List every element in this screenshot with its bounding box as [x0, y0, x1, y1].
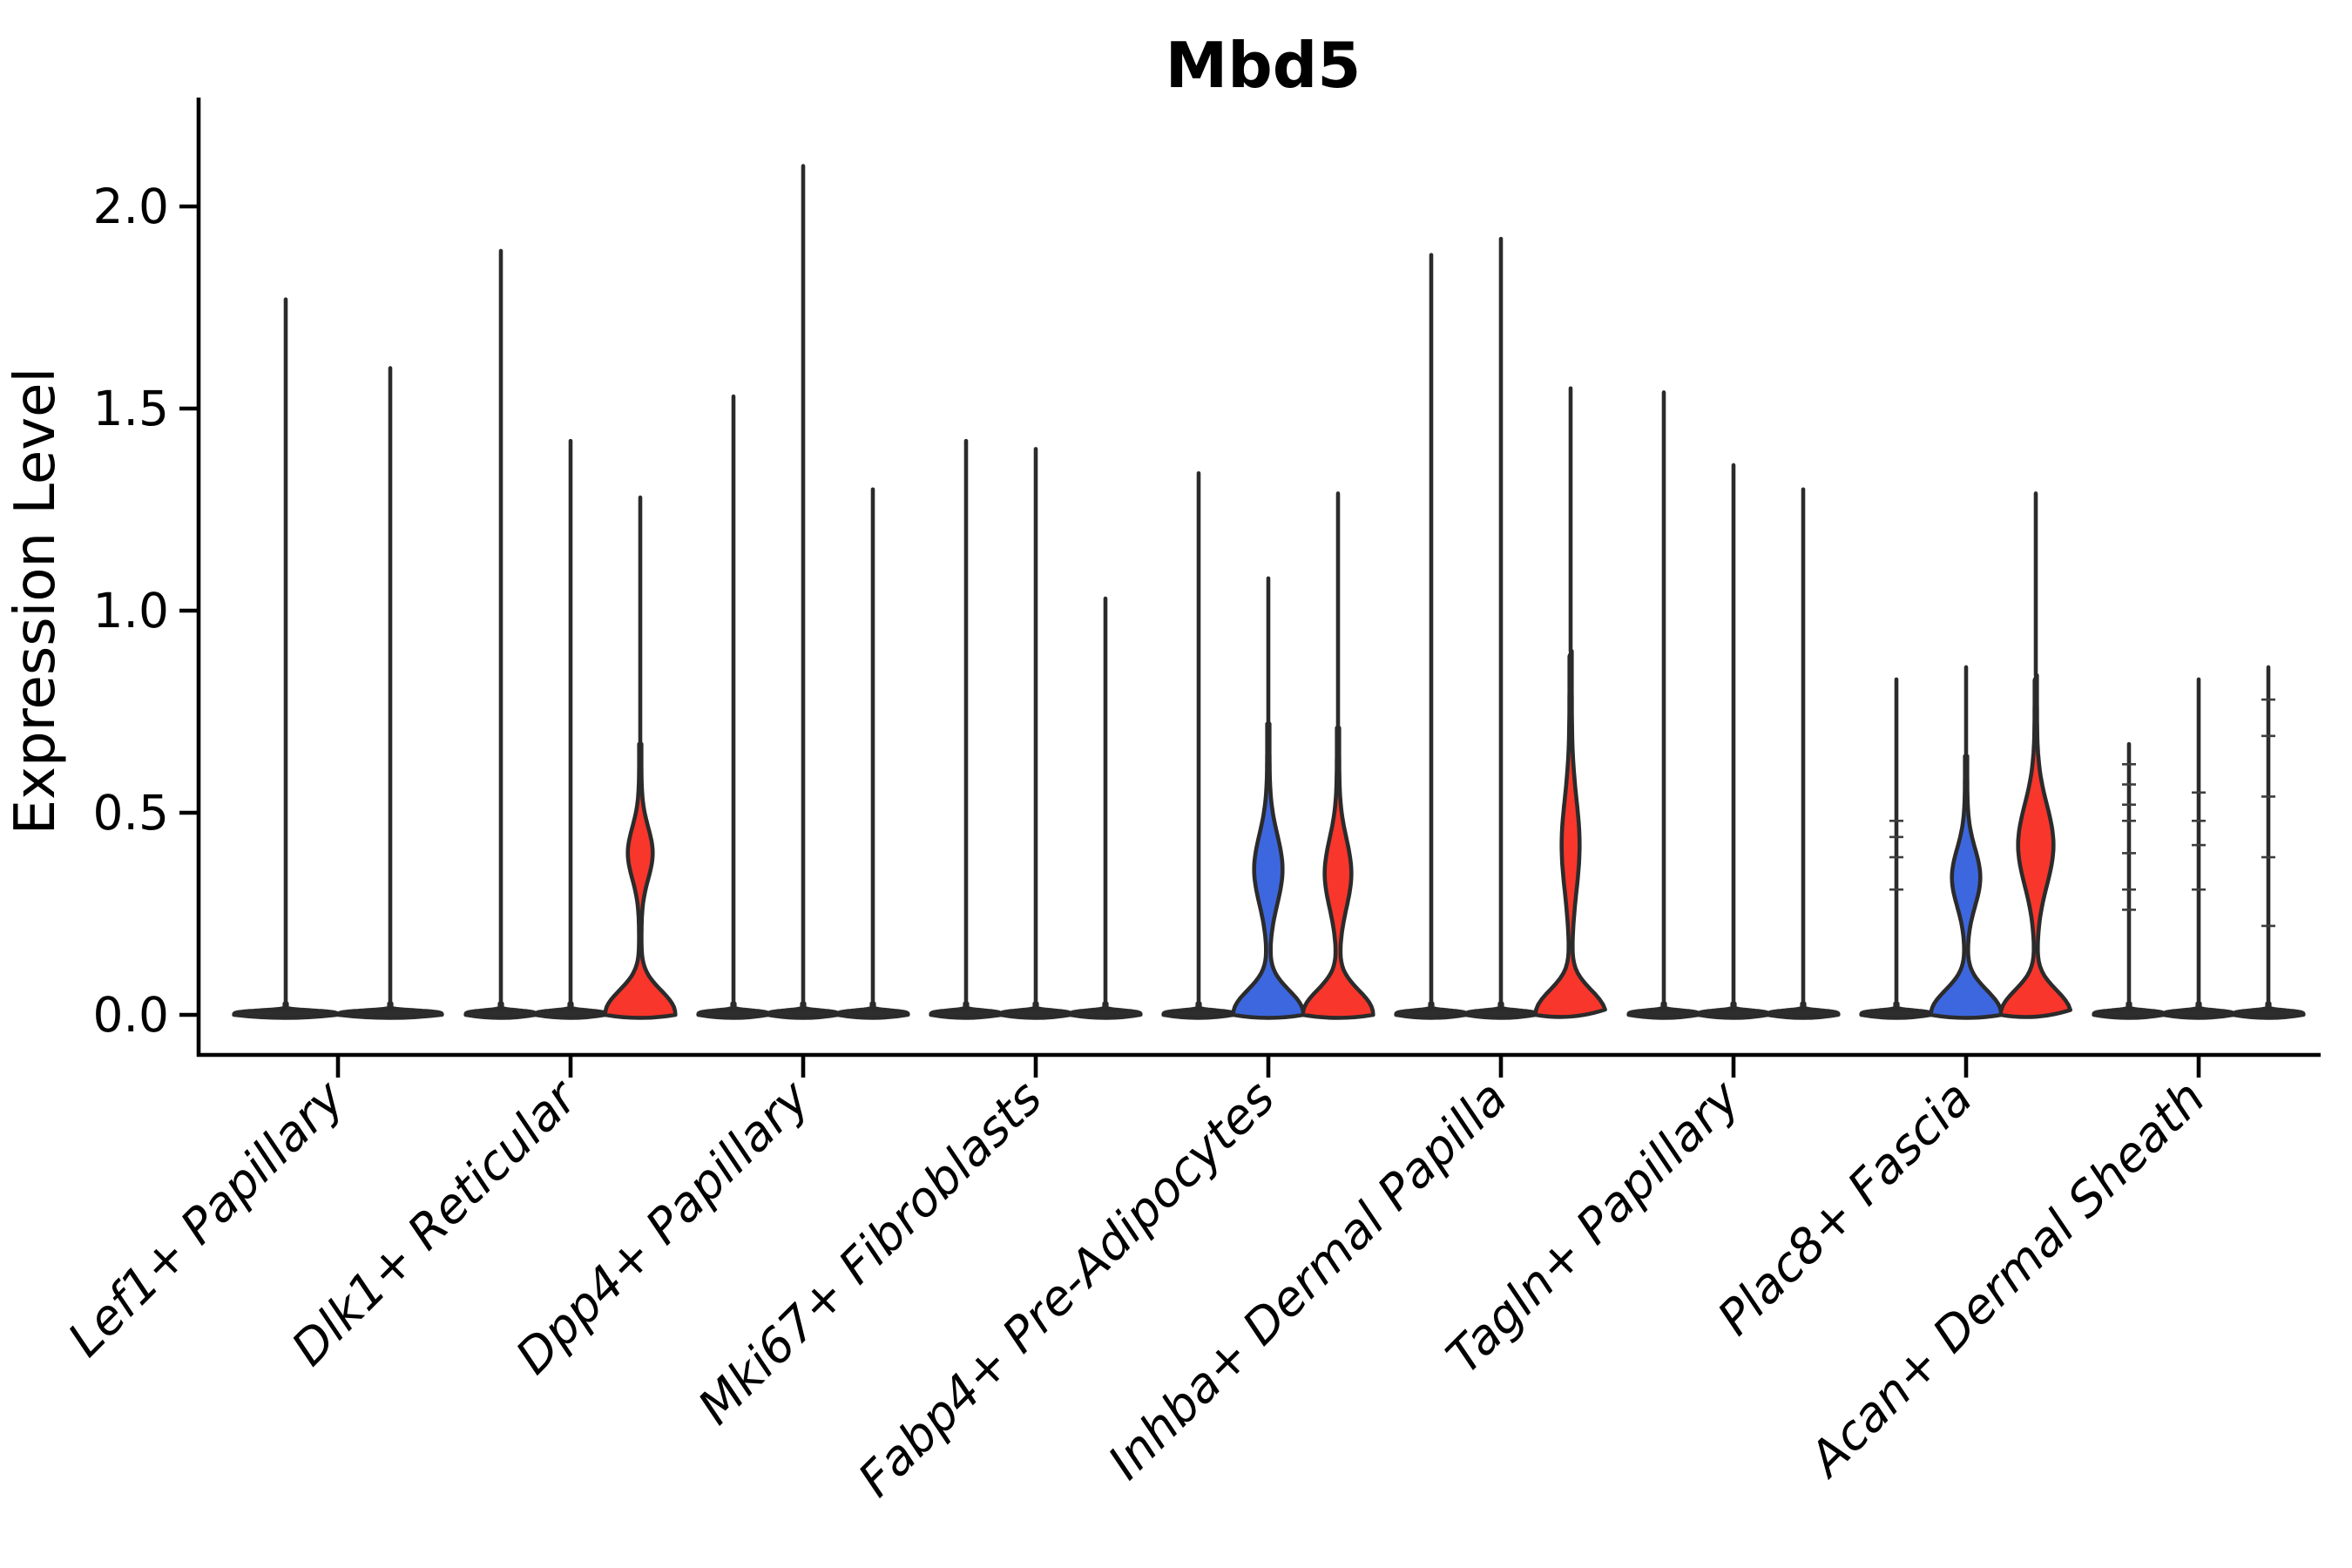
y-axis-label: Expression Level	[3, 368, 68, 835]
violin-group	[2092, 665, 2306, 1020]
violin-group	[1626, 390, 1841, 1020]
violins-layer	[232, 164, 2306, 1020]
violin-group	[232, 297, 444, 1020]
x-tick-label: Acan+ Dermal Sheath	[1797, 1070, 2216, 1489]
x-tick-label: Inhba+ Dermal Papilla	[1098, 1070, 1517, 1490]
violin-group	[1859, 491, 2072, 1020]
violin-group	[696, 164, 910, 1020]
chart-title: Mbd5	[1166, 29, 1362, 102]
y-tick-label: 1.5	[93, 381, 169, 436]
violin-group	[1394, 236, 1607, 1020]
y-tick-label: 2.0	[93, 179, 169, 234]
x-tick-label: Fabp4+ Pre-Adipocytes	[848, 1070, 1285, 1507]
y-tick-label: 0.5	[93, 785, 169, 841]
violin-red	[1301, 726, 1375, 1020]
violin-red	[1998, 672, 2072, 1019]
violin-group	[929, 438, 1143, 1020]
violin-red	[603, 741, 678, 1020]
violin-blue	[1231, 721, 1306, 1020]
violin-group	[1161, 470, 1375, 1020]
y-tick-label: 1.0	[93, 583, 169, 639]
y-tick-label: 0.0	[93, 987, 169, 1043]
violin-blue	[1929, 754, 2004, 1020]
violin-red	[1533, 649, 1607, 1019]
violin-group	[463, 248, 678, 1020]
